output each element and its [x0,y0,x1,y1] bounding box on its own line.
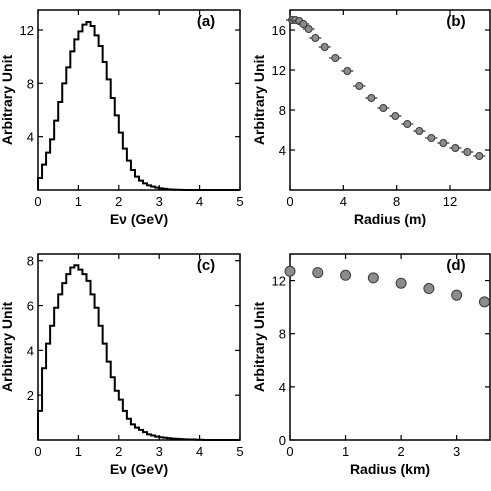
panel-b-y-axis-title: Arbitrary Unit [251,55,267,146]
panel-b-data-point [379,104,388,112]
panel-b-x-tick-label: 12 [443,194,457,209]
panel-c-x-tick-label: 0 [34,444,41,459]
panel-b-data-point [320,43,329,51]
panel-a-x-tick-label: 1 [75,194,82,209]
panel-b-data-point [299,20,308,28]
panel-c-y-tick-label: 8 [27,254,34,269]
panel-a-y-tick-label: 12 [20,23,34,38]
panel-d-y-tick-label: 12 [272,274,286,289]
panel-c-x-tick-label: 5 [236,444,243,459]
panel-b-y-tick-label: 4 [279,143,286,158]
panel-c-x-tick-label: 2 [115,444,122,459]
panel-b-data-point [343,67,352,75]
panel-b-chart: 0 4 8 12 4 8 12 16 Radius (m) Arbitrary Unit (b) [251,9,491,227]
panel-c-y-tick-label: 4 [27,343,34,358]
panel-d-data-point [423,283,435,295]
panel-a-y-tick-label: 8 [27,76,34,91]
panel-b-x-tick-label: 8 [393,194,400,209]
panel-a-x-tick-label: 0 [34,194,41,209]
panel-d-x-axis-title: Radius (km) [350,461,430,477]
panel-a-histogram-line [37,21,240,191]
panel-d-data-point [395,277,407,289]
panel-d-y-axis-title: Arbitrary Unit [251,302,267,393]
panel-b-data-point [439,139,448,147]
panel-c-x-axis-title: Eν (GeV) [110,461,168,477]
panel-d-y-tick-label: 8 [279,327,286,342]
panel-d-data-point [451,289,463,301]
panel-d-data-point [478,296,490,308]
panel-c-frame [37,253,241,441]
panel-b-frame [289,9,491,191]
panel-a-x-tick-label: 4 [196,194,203,209]
panel-c-histogram-line [37,264,240,441]
panel-a-x-tick-label: 5 [236,194,243,209]
panel-c-y-axis-title: Arbitrary Unit [0,302,15,393]
panel-b-y-tick-label: 12 [272,63,286,78]
panel-c-x-tick-label: 3 [156,444,163,459]
panel-b-data-point [367,94,376,102]
panel-c-x-tick-label: 1 [75,444,82,459]
panel-c-chart: 0 1 2 3 4 5 2 4 6 8 Eν (GeV) Arbitrary Unit (c) [0,253,244,477]
panel-b-data-point [311,34,320,42]
panel-a-x-tick-label: 3 [156,194,163,209]
panel-b-data-point [475,152,484,160]
panel-a-x-tick-label: 2 [115,194,122,209]
panel-b-data-point [427,134,436,142]
panel-b-y-tick-label: 8 [279,103,286,118]
panel-a-panel-label: (a) [197,13,215,30]
panel-d-panel-label: (d) [446,257,465,274]
panel-b-data-point [451,144,460,152]
panel-d-y-tick-label: 4 [279,380,286,395]
panel-c-x-tick-label: 4 [196,444,203,459]
panel-a-y-tick-label: 4 [27,130,34,145]
panel-b-data-point [415,127,424,135]
panel-a-y-axis-title: Arbitrary Unit [0,55,15,146]
panel-d-x-tick-label: 2 [397,444,404,459]
panel-d-x-tick-label: 3 [453,444,460,459]
panel-c-y-tick-label: 2 [27,388,34,403]
panel-b-x-tick-label: 0 [286,194,293,209]
panel-d-x-tick-label: 1 [342,444,349,459]
panel-b-data-point [391,112,400,120]
panel-c-panel-label: (c) [197,257,215,274]
panel-b-data-point [463,148,472,156]
panel-b-data-point [304,25,313,33]
panel-d-data-point [340,269,352,281]
panel-b-x-tick-label: 4 [340,194,347,209]
panel-d-y-tick-label: 0 [279,433,286,448]
panel-a-x-axis-title: Eν (GeV) [110,211,168,227]
panel-d-data-point [312,267,324,279]
panel-d-frame [289,253,491,441]
panel-d-x-tick-label: 0 [286,444,293,459]
panel-b-data-point [331,54,340,62]
panel-b-panel-label: (b) [446,13,465,30]
panel-b-data-point [355,82,364,90]
panel-d-data-point [367,272,379,284]
panel-b-x-axis-title: Radius (m) [354,211,426,227]
panel-d-data-point [284,265,296,277]
panel-b-y-tick-label: 16 [272,23,286,38]
panel-c-y-tick-label: 6 [27,299,34,314]
panel-b-data-point [403,120,412,128]
panel-a-frame [37,9,241,191]
